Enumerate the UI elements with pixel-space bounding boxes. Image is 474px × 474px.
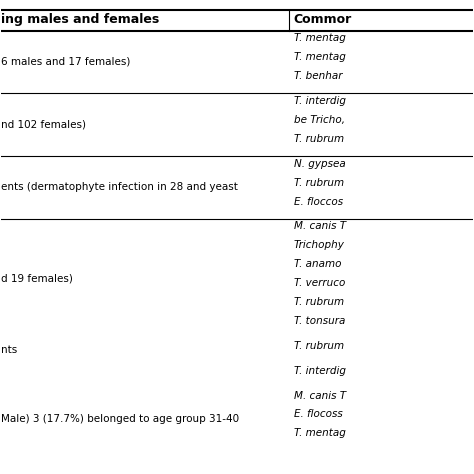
Text: T. mentag: T. mentag xyxy=(293,53,346,63)
Text: Commor: Commor xyxy=(293,13,352,26)
Text: T. verruco: T. verruco xyxy=(293,278,345,288)
Text: N. gypsea: N. gypsea xyxy=(293,159,345,169)
Text: T. interdig: T. interdig xyxy=(293,366,346,376)
Text: T. anamo: T. anamo xyxy=(293,259,341,269)
Text: T. rubrum: T. rubrum xyxy=(293,341,344,351)
Text: ents (dermatophyte infection in 28 and yeast: ents (dermatophyte infection in 28 and y… xyxy=(1,182,238,192)
Text: T. benhar: T. benhar xyxy=(293,72,342,82)
Text: T. rubrum: T. rubrum xyxy=(293,134,344,144)
Text: T. rubrum: T. rubrum xyxy=(293,297,344,307)
Text: E. floccos: E. floccos xyxy=(293,197,343,207)
Text: T. rubrum: T. rubrum xyxy=(293,178,344,188)
Text: ing males and females: ing males and females xyxy=(1,13,160,26)
Text: T. tonsura: T. tonsura xyxy=(293,316,345,326)
Text: 6 males and 17 females): 6 males and 17 females) xyxy=(1,57,131,67)
Text: T. mentag: T. mentag xyxy=(293,34,346,44)
Text: E. flocoss: E. flocoss xyxy=(293,410,342,419)
Text: M. canis T: M. canis T xyxy=(293,221,346,231)
Text: M. canis T: M. canis T xyxy=(293,391,346,401)
Text: be Tricho,: be Tricho, xyxy=(293,115,345,125)
Text: d 19 females): d 19 females) xyxy=(1,273,73,283)
Text: nd 102 females): nd 102 females) xyxy=(1,119,86,129)
Text: T. interdig: T. interdig xyxy=(293,96,346,106)
Text: T. mentag: T. mentag xyxy=(293,428,346,438)
Text: Male) 3 (17.7%) belonged to age group 31-40: Male) 3 (17.7%) belonged to age group 31… xyxy=(1,414,239,424)
Text: nts: nts xyxy=(1,346,18,356)
Text: Trichophy: Trichophy xyxy=(293,240,345,250)
